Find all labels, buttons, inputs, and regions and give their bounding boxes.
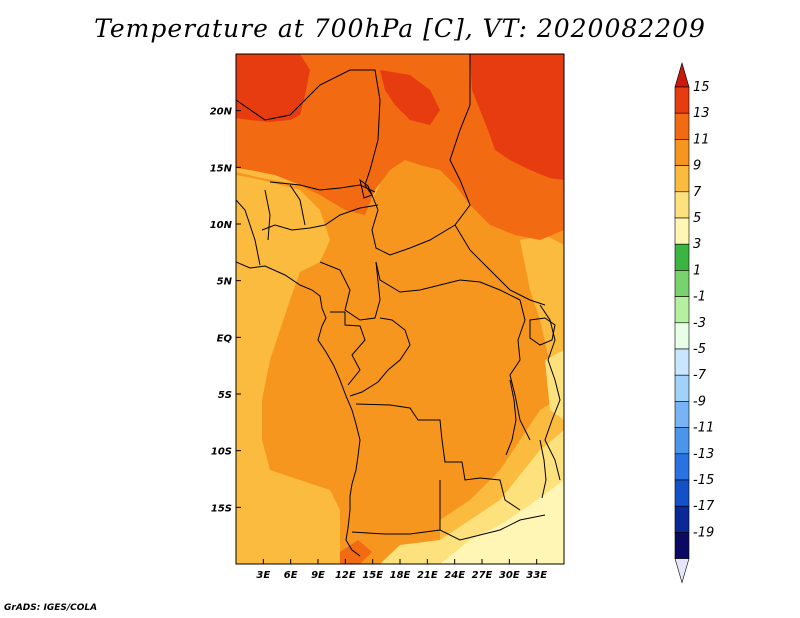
longitude-ticks: 3E 6E 9E 12E 15E 18E 21E 24E 27E 30E 33E xyxy=(256,559,547,581)
border-congo-drc xyxy=(349,317,411,397)
lake-malawi xyxy=(539,439,547,499)
colorbar-label: -19 xyxy=(693,525,714,540)
colorbar-label: 3 xyxy=(693,237,701,252)
colorbar: 15 13 11 9 7 5 3 1 -1 -3 -5 -7 -9 -11 -13 -15 -17 -19 xyxy=(674,61,715,584)
lat-tick-label: 10N xyxy=(210,220,233,231)
border-sudan xyxy=(454,224,546,306)
colorbar-swatch xyxy=(674,139,690,166)
colorbar-label: -9 xyxy=(693,394,706,409)
border-car xyxy=(375,261,521,301)
colorbar-label: -7 xyxy=(693,368,707,383)
colorbar-label: -17 xyxy=(693,499,715,514)
lon-tick-label: 12E xyxy=(335,570,356,581)
lon-tick-label: 30E xyxy=(499,570,520,581)
border-drc-angola xyxy=(355,403,481,481)
colorbar-swatch xyxy=(674,270,690,297)
temperature-field xyxy=(236,54,564,564)
band-7-9-east xyxy=(520,235,564,360)
colorbar-label: 9 xyxy=(693,159,701,174)
lat-tick-label: EQ xyxy=(217,333,233,344)
lat-tick-label: 10S xyxy=(211,447,232,458)
border-sahel-2 xyxy=(269,181,376,193)
colorbar-swatch xyxy=(674,217,690,245)
colorbar-swatch xyxy=(674,374,690,402)
map-title: Temperature at 700hPa [C], VT: 202008220… xyxy=(94,14,706,43)
lake-tanganyika xyxy=(505,379,517,456)
colorbar-swatch xyxy=(674,243,690,271)
lon-tick-label: 33E xyxy=(526,570,547,581)
lon-tick-label: 15E xyxy=(362,570,383,581)
band-13-15-northeast xyxy=(470,54,564,180)
lake-victoria xyxy=(529,317,556,346)
border-sahel-1 xyxy=(236,69,381,211)
colorbar-swatch xyxy=(674,348,690,376)
colorbar-swatch xyxy=(674,532,690,559)
colorbar-swatch xyxy=(674,112,690,140)
lon-tick-label: 9E xyxy=(311,570,325,581)
lat-tick-label: 5S xyxy=(218,390,232,401)
border-niger-nigeria xyxy=(261,204,379,231)
colorbar-swatch xyxy=(674,505,690,533)
colorbar-swatch xyxy=(674,191,690,219)
coastline-west xyxy=(236,261,361,557)
colorbar-swatch xyxy=(674,453,690,481)
colorbar-swatch xyxy=(674,401,690,428)
lon-tick-label: 27E xyxy=(472,570,493,581)
colorbar-swatch xyxy=(674,165,690,193)
colorbar-label: 15 xyxy=(693,80,710,95)
lat-tick-label: 15S xyxy=(211,503,232,514)
border-east-1 xyxy=(509,299,531,441)
lake-chad xyxy=(359,178,373,199)
colorbar-label: -5 xyxy=(693,342,706,357)
band-11-13-south xyxy=(340,540,372,564)
border-west-small xyxy=(236,184,306,266)
lon-tick-label: 21E xyxy=(417,570,438,581)
lon-tick-label: 18E xyxy=(390,570,411,581)
colorbar-top-arrow xyxy=(674,61,690,88)
colorbar-label: 7 xyxy=(693,185,702,200)
lon-tick-label: 6E xyxy=(284,570,298,581)
colorbar-label: 11 xyxy=(693,132,710,147)
colorbar-label: -11 xyxy=(693,421,714,436)
border-angola-south xyxy=(351,514,546,541)
colorbar-swatch xyxy=(674,479,690,507)
band-13-15-northwest xyxy=(236,54,310,122)
colorbar-swatch xyxy=(674,296,690,324)
lat-tick-label: 15N xyxy=(210,163,233,174)
border-zambia xyxy=(439,477,521,530)
lat-tick-label: 5N xyxy=(217,277,233,288)
latitude-ticks: 20N 15N 10N 5N EQ 5S 10S 15S xyxy=(210,107,241,514)
colorbar-swatch xyxy=(674,427,690,455)
colorbar-label: -15 xyxy=(693,473,714,488)
band-13-15-center xyxy=(380,70,440,125)
colorbar-label: -3 xyxy=(693,316,706,331)
country-borders xyxy=(236,54,561,557)
band-7-9-west xyxy=(236,175,340,564)
border-gabon-congo xyxy=(330,311,366,386)
colorbar-label: 13 xyxy=(693,106,710,121)
colorbar-label: 1 xyxy=(693,263,701,278)
colorbar-swatch xyxy=(674,322,690,350)
grads-credit: GrADS: IGES/COLA xyxy=(4,603,98,613)
lon-tick-label: 24E xyxy=(444,570,465,581)
band-3-5 xyxy=(440,480,564,564)
colorbar-swatch xyxy=(674,86,690,114)
border-cameroon xyxy=(319,261,381,321)
colorbar-bottom-arrow xyxy=(674,558,690,584)
lat-tick-label: 20N xyxy=(210,107,233,118)
lon-tick-label: 3E xyxy=(256,570,270,581)
colorbar-label: -13 xyxy=(693,447,714,462)
colorbar-label: 5 xyxy=(693,211,701,226)
border-east-2 xyxy=(539,304,561,481)
colorbar-label: -1 xyxy=(693,290,706,305)
